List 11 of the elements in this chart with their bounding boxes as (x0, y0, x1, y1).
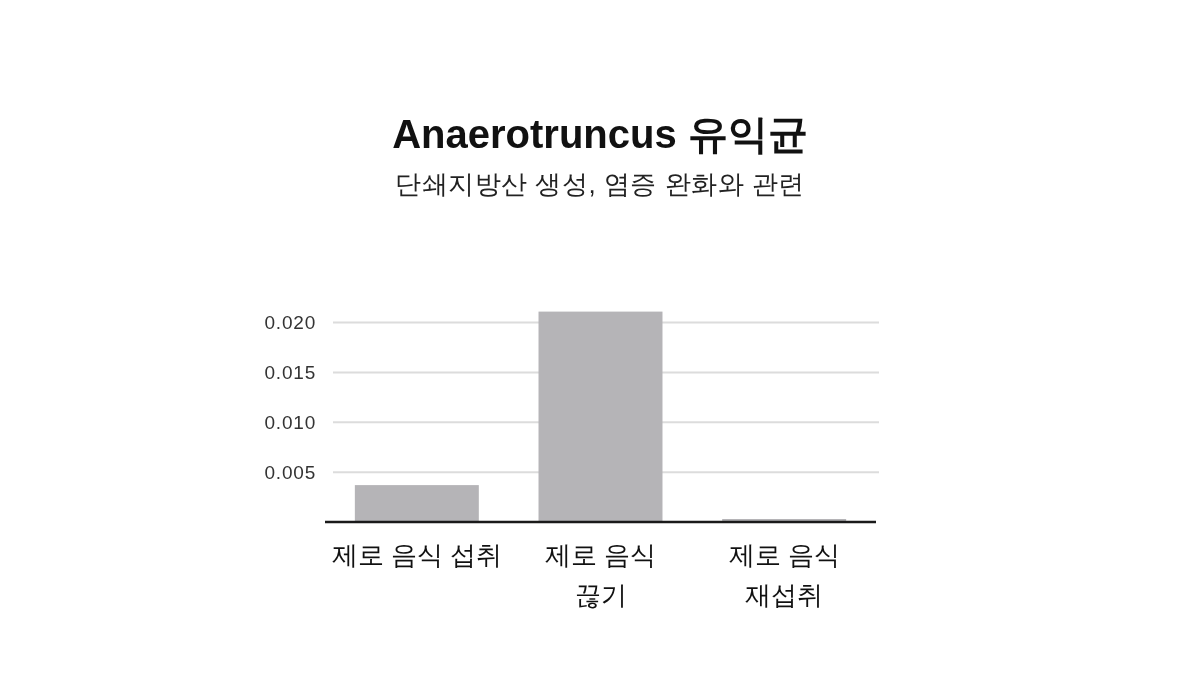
y-tick-label: 0.020 (264, 312, 316, 334)
x-tick-label: 제로 음식 재섭취 (728, 540, 840, 610)
bar (354, 485, 479, 522)
y-tick-label: 0.010 (264, 411, 316, 433)
y-tick-label: 0.015 (264, 361, 316, 383)
x-tick-label: 제로 음식 섭취 (331, 540, 503, 570)
bar (538, 311, 663, 522)
x-tick-label: 제로 음식 끊기 (544, 540, 657, 610)
chart-title: Anaerotruncus 유익균 (392, 112, 808, 156)
y-tick-label: 0.005 (264, 461, 316, 483)
chart-subtitle: 단쇄지방산 생성, 염증 완화와 관련 (395, 169, 805, 199)
